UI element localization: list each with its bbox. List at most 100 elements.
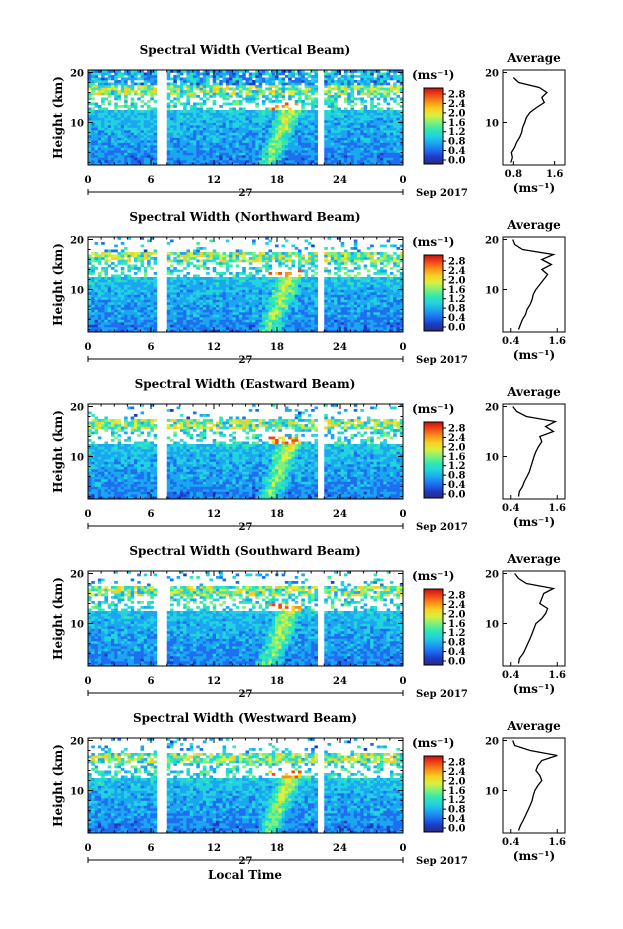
heatmap-cell: [176, 70, 181, 73]
heatmap-cell: [252, 304, 256, 308]
heatmap-cell: [350, 142, 355, 146]
heatmap-cell: [232, 92, 236, 96]
heatmap-cell: [232, 75, 236, 78]
heatmap-cell: [291, 157, 296, 161]
heatmap-cell: [202, 112, 207, 116]
heatmap-cell: [97, 72, 102, 76]
heatmap-cell: [117, 329, 122, 333]
heatmap-cell: [199, 327, 204, 330]
heatmap-cell: [248, 87, 253, 91]
heatmap-cell: [360, 140, 364, 143]
heatmap-cell: [117, 297, 122, 300]
heatmap-cell: [232, 132, 236, 136]
heatmap-cell: [91, 80, 95, 83]
heatmap-cell: [360, 112, 364, 116]
heatmap-cell: [327, 102, 332, 106]
heatmap-cell: [130, 87, 135, 91]
heatmap-cell: [97, 302, 102, 305]
heatmap-cell: [147, 150, 151, 153]
heatmap-cell: [202, 160, 207, 163]
heatmap-cell: [258, 120, 263, 123]
heatmap-cell: [330, 80, 335, 83]
heatmap-cell: [170, 85, 174, 88]
heatmap-cell: [347, 102, 351, 106]
heatmap-cell: [176, 125, 181, 128]
heatmap-cell: [399, 162, 404, 166]
heatmap-cell: [215, 302, 220, 305]
heatmap-cell: [275, 152, 279, 156]
heatmap-cell: [150, 92, 154, 96]
heatmap-cell: [278, 317, 282, 320]
heatmap-cell: [393, 160, 397, 163]
heatmap-cell: [97, 294, 102, 298]
heatmap-cell: [137, 299, 141, 303]
heatmap-cell: [242, 77, 246, 81]
heatmap-cell: [202, 162, 207, 166]
heatmap-cell: [150, 70, 154, 73]
heatmap-cell: [396, 152, 401, 156]
heatmap-cell: [350, 92, 355, 96]
heatmap-cell: [232, 150, 236, 153]
heatmap-cell: [133, 102, 138, 106]
heatmap-cell: [327, 152, 332, 156]
heatmap-cell: [147, 317, 151, 320]
heatmap-cell: [334, 322, 338, 325]
heatmap-cell: [199, 307, 204, 310]
heatmap-cell: [88, 287, 92, 290]
heatmap-cell: [393, 322, 397, 325]
heatmap-cell: [248, 130, 253, 133]
heatmap-cell: [179, 95, 184, 98]
heatmap-cell: [271, 155, 276, 158]
heatmap-cell: [189, 160, 194, 163]
heatmap-cell: [252, 155, 256, 158]
heatmap-cell: [311, 145, 315, 148]
heatmap-cell: [137, 97, 141, 101]
heatmap-cell: [265, 142, 269, 146]
heatmap-cell: [376, 92, 381, 96]
heatmap-cell: [268, 75, 273, 78]
heatmap-cell: [183, 85, 187, 88]
heatmap-cell: [170, 127, 174, 131]
heatmap-cell: [380, 115, 384, 118]
heatmap-cell: [97, 292, 102, 295]
heatmap-cell: [104, 324, 108, 328]
heatmap-cell: [193, 75, 197, 78]
heatmap-cell: [114, 302, 118, 305]
heatmap-cell: [399, 70, 404, 73]
heatmap-cell: [130, 162, 135, 166]
heatmap-cell: [304, 147, 309, 151]
heatmap-cell: [209, 112, 213, 116]
heatmap-cell: [127, 302, 131, 305]
heatmap-cell: [360, 289, 364, 293]
heatmap-cell: [206, 304, 210, 308]
heatmap-cell: [110, 77, 115, 81]
heatmap-cell: [215, 289, 220, 293]
heatmap-cell: [173, 284, 177, 288]
heatmap-cell: [130, 279, 135, 283]
heatmap-cell: [176, 77, 181, 81]
heatmap-cell: [127, 309, 131, 313]
heatmap-cell: [222, 319, 227, 323]
heatmap-cell: [386, 77, 391, 81]
heatmap-cell: [255, 307, 259, 310]
heatmap-cell: [380, 117, 384, 121]
heatmap-cell: [147, 75, 151, 78]
heatmap-cell: [399, 327, 404, 330]
heatmap-cell: [258, 77, 263, 81]
heatmap-cell: [199, 147, 204, 151]
heatmap-cell: [127, 105, 131, 108]
heatmap-cell: [261, 314, 266, 318]
heatmap-cell: [347, 135, 351, 138]
heatmap-cell: [88, 309, 92, 313]
heatmap-cell: [94, 284, 99, 288]
heatmap-cell: [140, 100, 145, 103]
heatmap-cell: [301, 135, 305, 138]
heatmap-cell: [137, 294, 141, 298]
heatmap-cell: [294, 110, 299, 113]
heatmap-cell: [314, 327, 318, 330]
heatmap-cell: [376, 122, 381, 126]
heatmap-cell: [265, 137, 269, 141]
heatmap-cell: [166, 302, 171, 305]
heatmap-cell: [307, 152, 312, 156]
heatmap-cell: [284, 292, 289, 295]
